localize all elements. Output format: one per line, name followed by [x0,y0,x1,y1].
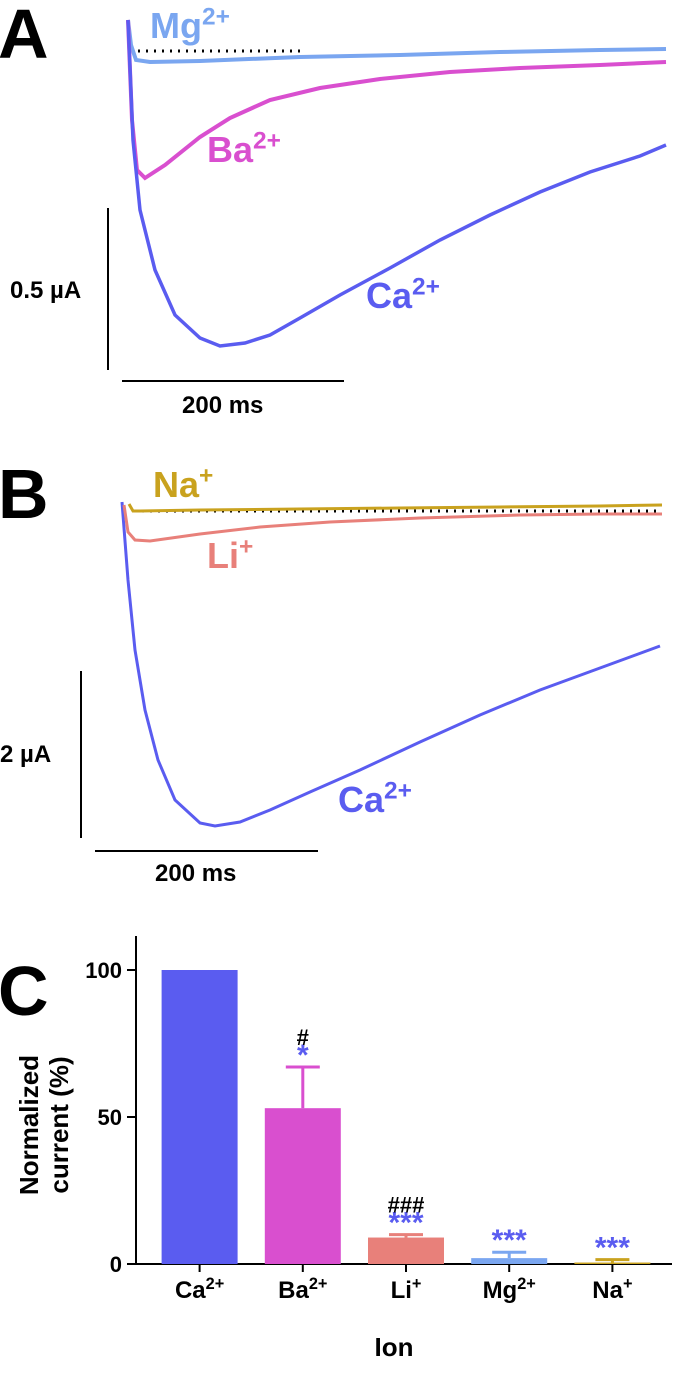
panel-letter-b: B [0,455,49,533]
bar-li [368,1237,444,1264]
trace-a-mg [126,19,667,65]
significance-hash: # [297,1025,309,1050]
trace-a-ca [126,19,667,348]
significance-stars: * [297,1039,309,1072]
y-tick-label: 50 [98,1105,122,1130]
y-tick-label: 100 [85,958,122,983]
trace-label-b-na: Na+ [153,462,213,505]
trace-label-b-li: Li+ [207,533,253,576]
x-tick-label: Mg2+ [483,1275,536,1304]
significance-stars: *** [388,1207,423,1240]
significance-stars: *** [595,1232,630,1265]
trace-b-na [127,503,663,513]
bar-na [574,1262,651,1264]
trace-b-ca [120,501,661,828]
trace-label-a-ca: Ca2+ [366,273,440,316]
panel-letter-c: C [0,952,49,1030]
significance-hash: ### [388,1193,425,1218]
bar-ca [161,970,238,1264]
y-axis-label: Normalizedcurrent (%) [14,1055,74,1195]
x-tick-label: Na+ [592,1275,632,1304]
panel-letter-a: A [0,0,49,73]
x-axis-label: Ion [375,1332,414,1362]
x-tick-label: Li+ [391,1275,422,1304]
bar-chart: 0 50 100 Normalizedcurrent (%) Ca2+ Ba2+ Li+ Mg… [14,936,672,1362]
trace-label-a-ba: Ba2+ [207,127,281,170]
scale-label-time-b: 200 ms [155,860,236,887]
trace-a-ba [126,19,667,181]
trace-label-b-ca: Ca2+ [338,777,412,820]
x-tick-label: Ba2+ [278,1275,327,1304]
bar-mg [471,1258,548,1264]
scale-label-current-a: 0.5 µA [10,277,81,304]
y-tick-label: 0 [110,1252,122,1277]
bar-ba [264,1108,341,1264]
trace-b-li [122,504,662,543]
scale-label-current-b: 2 µA [0,741,51,768]
trace-label-a-mg: Mg2+ [150,3,230,46]
significance-stars: *** [492,1224,527,1257]
x-tick-label: Ca2+ [175,1275,224,1304]
scale-label-time-a: 200 ms [182,392,263,419]
